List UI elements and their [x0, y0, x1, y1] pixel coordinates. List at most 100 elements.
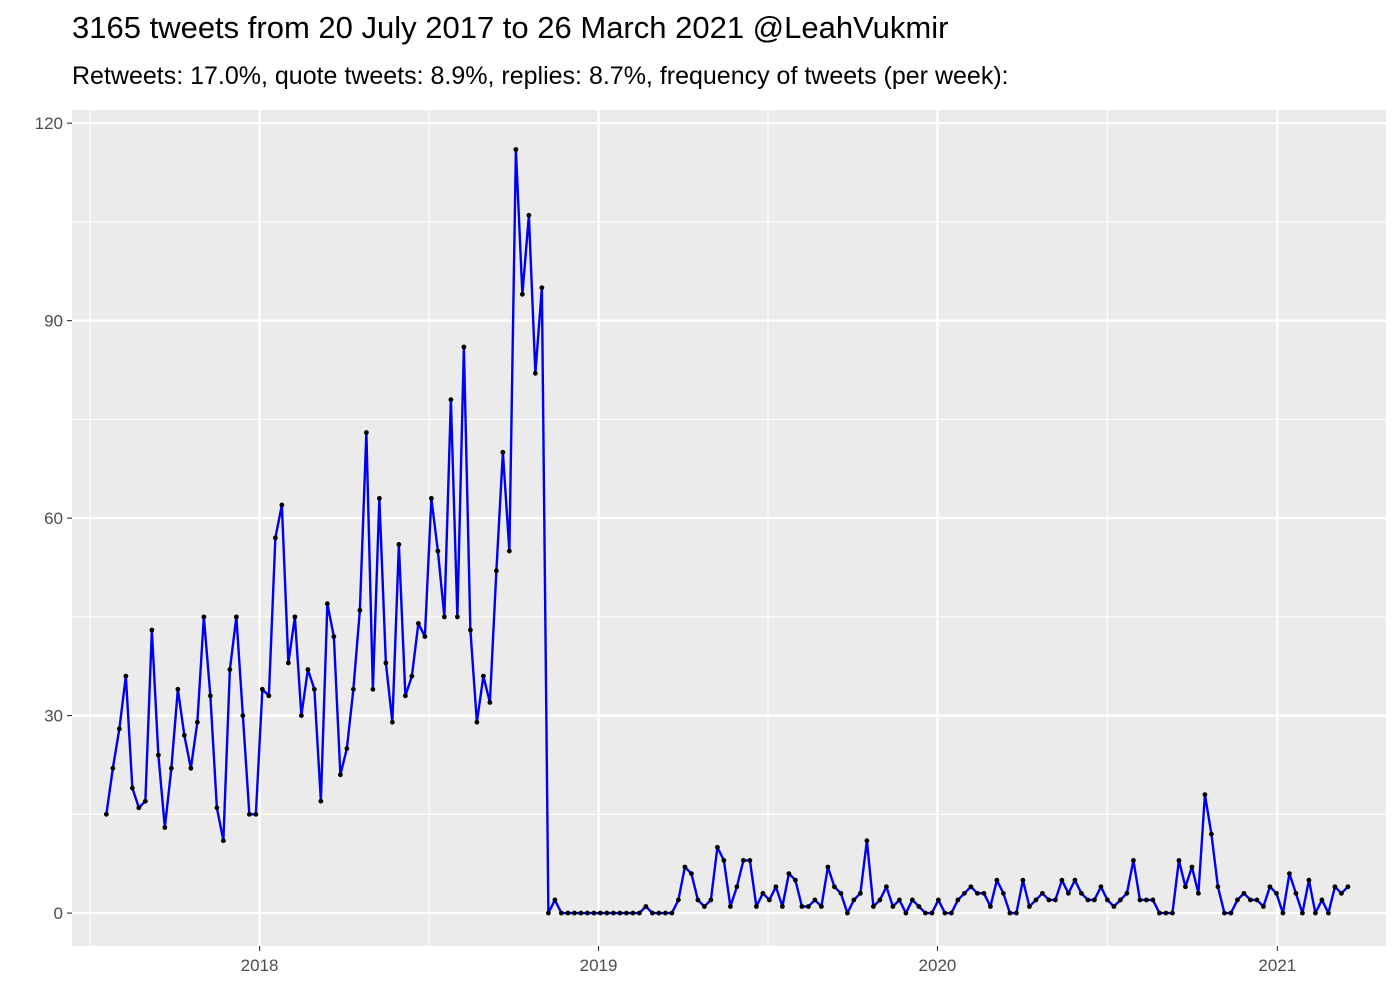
data-point: [636, 910, 642, 916]
data-point: [1189, 864, 1195, 870]
data-point: [357, 607, 363, 613]
data-point: [220, 838, 226, 844]
data-point: [201, 614, 207, 620]
data-point: [903, 910, 909, 916]
data-point: [168, 765, 174, 771]
data-point: [792, 877, 798, 883]
x-tick-label: 2019: [580, 956, 618, 975]
data-point: [591, 910, 597, 916]
data-point: [1176, 858, 1182, 863]
data-point: [682, 864, 688, 870]
data-point: [1254, 897, 1260, 903]
data-point: [884, 884, 889, 890]
data-point: [259, 686, 265, 692]
data-point: [389, 719, 395, 725]
y-tick-label: 90: [44, 312, 63, 331]
data-point: [565, 910, 571, 916]
data-point: [279, 502, 285, 508]
data-point: [975, 890, 980, 896]
data-point: [415, 621, 421, 626]
data-point: [480, 673, 486, 679]
data-point: [1170, 910, 1175, 916]
data-point: [799, 904, 805, 909]
data-point: [818, 904, 824, 909]
data-point: [578, 910, 584, 916]
data-point: [1105, 897, 1110, 903]
x-tick-label: 2018: [241, 956, 279, 975]
data-point: [701, 904, 707, 909]
data-point: [584, 910, 590, 916]
data-point: [766, 897, 772, 903]
data-point: [558, 910, 564, 916]
data-point: [1196, 890, 1201, 896]
data-point: [409, 673, 415, 679]
data-point: [571, 910, 577, 916]
plot-panel: [72, 110, 1386, 946]
data-point: [1235, 897, 1240, 903]
data-point: [897, 897, 902, 903]
series-layer: [103, 147, 1351, 916]
data-point: [1267, 884, 1273, 890]
data-point: [760, 890, 766, 896]
data-point: [1332, 884, 1338, 890]
data-point: [1027, 904, 1032, 909]
data-point: [1313, 910, 1318, 916]
data-point: [331, 634, 337, 640]
data-point: [962, 890, 967, 896]
data-point: [1046, 897, 1052, 903]
data-point: [116, 726, 122, 732]
data-point: [786, 871, 792, 876]
data-point: [1150, 897, 1156, 903]
x-tick-label: 2020: [919, 956, 957, 975]
data-point: [383, 660, 389, 666]
data-point: [942, 910, 948, 916]
data-point: [318, 798, 324, 804]
data-point: [1092, 897, 1097, 903]
data-point: [123, 673, 129, 679]
data-point: [246, 811, 252, 817]
data-point: [597, 910, 603, 916]
data-point: [1157, 910, 1162, 916]
data-point: [240, 713, 246, 719]
data-point: [858, 890, 863, 896]
data-point: [669, 910, 675, 916]
data-point: [994, 877, 1000, 883]
data-point: [337, 772, 343, 778]
data-point: [344, 746, 350, 751]
data-point: [1261, 904, 1266, 909]
data-point: [1144, 897, 1149, 903]
data-point: [662, 910, 668, 916]
data-point: [871, 904, 876, 909]
data-point: [370, 686, 376, 692]
data-point: [1137, 897, 1143, 903]
data-point: [350, 686, 356, 692]
data-point: [1040, 890, 1045, 896]
x-tick-label: 2021: [1258, 956, 1296, 975]
data-point: [988, 904, 993, 909]
data-point: [1033, 897, 1039, 903]
data-point: [422, 634, 428, 640]
data-point: [779, 904, 785, 909]
data-point: [1326, 910, 1331, 916]
data-point: [1183, 884, 1188, 890]
data-point: [981, 890, 987, 896]
data-point: [649, 910, 655, 916]
data-point: [617, 910, 623, 916]
data-point: [142, 798, 148, 804]
data-point: [1280, 910, 1286, 916]
data-point: [656, 910, 662, 916]
chart-subtitle: Retweets: 17.0%, quote tweets: 8.9%, rep…: [72, 62, 1009, 90]
data-point: [1014, 910, 1019, 916]
data-point: [506, 548, 512, 554]
data-point: [753, 904, 759, 909]
data-point: [916, 904, 922, 909]
data-point: [448, 397, 454, 403]
data-point: [175, 686, 181, 692]
data-point: [402, 693, 408, 699]
data-point: [734, 884, 740, 890]
data-point: [396, 542, 402, 547]
data-point: [968, 884, 974, 890]
data-point: [162, 825, 168, 830]
data-point: [155, 752, 161, 758]
